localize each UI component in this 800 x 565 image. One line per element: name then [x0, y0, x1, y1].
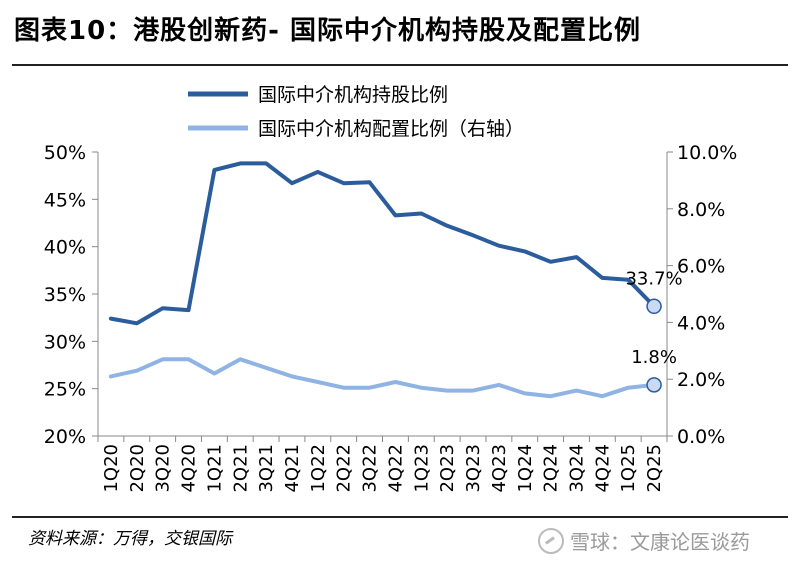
legend: 国际中介机构持股比例 国际中介机构配置比例（右轴）	[188, 84, 524, 140]
x-tick-label: 2Q20	[127, 444, 148, 493]
series-lines	[108, 161, 657, 399]
left-tick-label: 20%	[44, 426, 86, 448]
watermark: 雪球：文康论医谈药	[538, 526, 750, 555]
source-note: 资料来源：万得，交银国际	[28, 529, 232, 549]
holding-end-label: 33.7%	[625, 268, 682, 289]
left-tick-label: 35%	[44, 284, 86, 306]
x-tick-label: 1Q24	[515, 444, 536, 493]
x-tick-label: 4Q20	[179, 444, 200, 493]
snowball-logo-icon	[538, 527, 564, 554]
allocation-end-label: 1.8%	[631, 347, 677, 368]
x-tick-label: 4Q23	[489, 444, 510, 493]
left-tick-label: 50%	[44, 142, 86, 164]
legend-label-holding: 国际中介机构持股比例	[258, 84, 448, 106]
x-tick-label: 3Q24	[566, 444, 587, 493]
x-tick-label: 2Q24	[541, 444, 562, 493]
x-tick-label: 2Q21	[230, 444, 251, 493]
x-tick-label: 2Q22	[334, 444, 355, 493]
right-tick-label: 2.0%	[677, 369, 725, 391]
x-tick-label: 2Q25	[644, 444, 665, 493]
x-tick-label: 4Q24	[592, 444, 613, 493]
allocation-end-marker	[646, 377, 662, 393]
left-tick-label: 45%	[44, 189, 86, 211]
chart-svg: 国际中介机构持股比例 国际中介机构配置比例（右轴） 20% 25% 30% 35% 40…	[44, 84, 738, 493]
legend-label-allocation: 国际中介机构配置比例（右轴）	[258, 118, 524, 140]
x-tick-label: 2Q23	[437, 444, 458, 493]
x-tick-label: 3Q23	[463, 444, 484, 493]
holding-line	[108, 161, 657, 326]
title-divider	[12, 64, 788, 66]
right-tick-label: 10.0%	[677, 142, 737, 164]
x-tick-label: 4Q22	[385, 444, 406, 493]
footer-divider	[12, 516, 788, 518]
left-tick-label: 40%	[44, 237, 86, 259]
right-tick-label: 0.0%	[677, 426, 725, 448]
holding-end-marker	[646, 298, 662, 315]
x-axis-ticks: 1Q20 2Q20 3Q20 4Q20 1Q21 2Q21 3Q21 4Q21 1Q22 2Q22…	[97, 436, 668, 493]
x-tick-label: 1Q22	[308, 444, 329, 493]
x-tick-label: 3Q21	[256, 444, 277, 493]
right-tick-label: 6.0%	[677, 256, 725, 278]
left-axis-ticks: 20% 25% 30% 35% 40% 45% 50%	[44, 142, 98, 448]
x-tick-label: 1Q21	[204, 444, 225, 493]
x-tick-label: 1Q20	[101, 444, 122, 493]
right-tick-label: 4.0%	[677, 312, 725, 334]
x-tick-label: 3Q22	[360, 444, 381, 493]
left-tick-label: 30%	[44, 331, 86, 353]
allocation-line	[108, 357, 657, 399]
watermark-text: 雪球：文康论医谈药	[570, 530, 750, 554]
x-tick-label: 4Q21	[282, 444, 303, 493]
left-tick-label: 25%	[44, 379, 86, 401]
chart-title: 图表10：港股创新药- 国际中介机构持股及配置比例	[14, 16, 642, 46]
end-labels: 33.7% 1.8%	[625, 268, 683, 393]
x-tick-label: 3Q20	[153, 444, 174, 493]
x-tick-label: 1Q25	[618, 444, 639, 493]
x-tick-label: 1Q23	[411, 444, 432, 493]
right-axis-ticks: 0.0% 2.0% 4.0% 6.0% 8.0% 10.0%	[667, 142, 737, 448]
right-tick-label: 8.0%	[677, 199, 725, 221]
